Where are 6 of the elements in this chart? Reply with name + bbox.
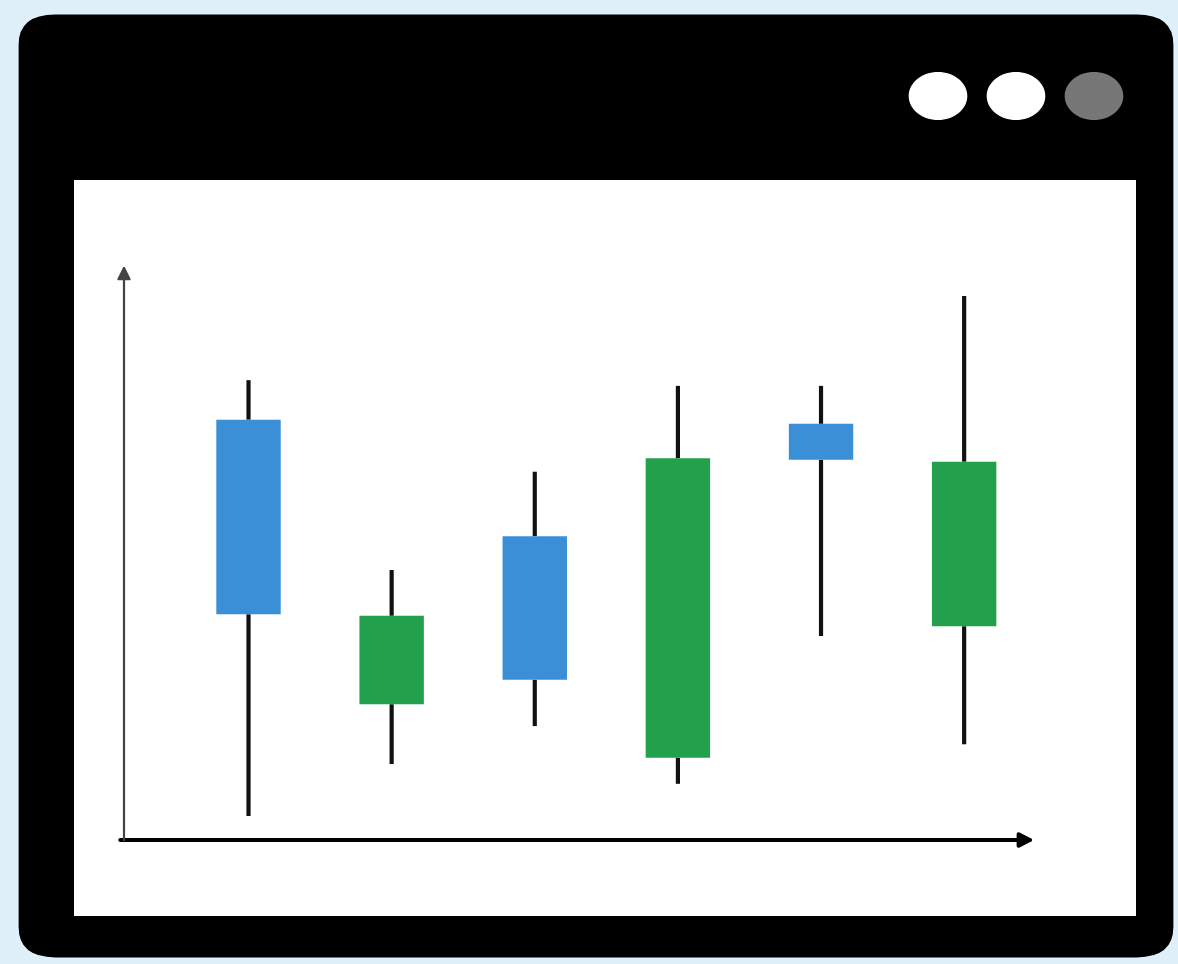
candlestick (502, 469, 567, 729)
candlestick (645, 383, 711, 786)
candlestick (359, 567, 424, 767)
candlestick (216, 378, 281, 819)
candlestick (931, 293, 997, 747)
candlestick (788, 383, 854, 639)
